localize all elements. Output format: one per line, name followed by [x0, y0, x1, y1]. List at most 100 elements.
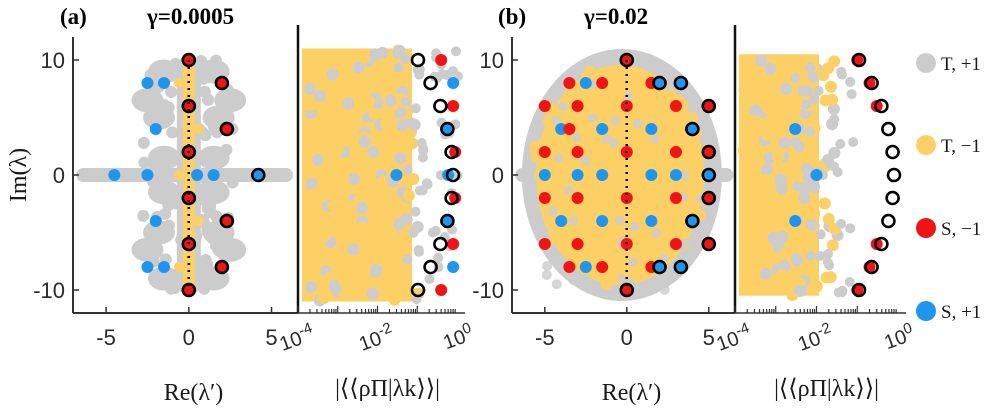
panel-a-gray-dot-65: [197, 72, 210, 85]
panel-b-mag-dot-71: [743, 199, 756, 212]
panel-a-mag-dot-119: [314, 90, 327, 103]
panel-a-mag-dot-93: [327, 199, 340, 212]
panel-b-yellow-dot-0: [633, 265, 646, 278]
panel-b-mag-dot-57: [761, 102, 774, 115]
panel-a-gray-dot-15: [212, 244, 225, 257]
panel-a-mag-dot-69: [303, 99, 316, 112]
panel-a-mag-ring: [423, 75, 438, 91]
panel-b-label: (b): [498, 4, 526, 29]
legend-label-T-plus: T, +1: [941, 54, 981, 75]
panel-b-mag-gray-dot-28: [823, 248, 834, 259]
panel-a-mag-dot-0: [386, 231, 399, 244]
panel-a-ringed-point: [250, 167, 266, 183]
panel-a-mag-gray-dot-31: [410, 206, 421, 217]
panel-a-mag-gray-dot-38: [437, 69, 448, 80]
panel-a-s-plus-point: [149, 123, 162, 135]
panel-a-mag-gray-dot-46: [427, 227, 438, 238]
panel-a-mag-dot-114: [358, 135, 371, 148]
panel-a-gray-cloud-12: [131, 88, 164, 113]
panel-a-mag-dot-94: [347, 243, 360, 256]
panel-a-s-plus-point: [207, 169, 220, 181]
panel-b-s-minus-point: [538, 192, 551, 204]
panel-a-mag-dot-110: [402, 189, 415, 202]
panel-a-y-tick-label: -10: [33, 278, 65, 303]
panel-b-mag-dot-7: [765, 220, 778, 233]
panel-a-gray-dot-68: [199, 182, 212, 195]
panel-b-mag-gray-dot-24: [791, 180, 802, 191]
panel-b-s-minus-point: [669, 192, 682, 204]
panel-b-gray-dot-2: [547, 206, 558, 217]
panel-a-mag-dot-71: [310, 187, 323, 200]
panel-b-ringed-point: [652, 75, 667, 91]
panel-a-ringed-point: [214, 75, 230, 91]
panel-b-mag-gray-dot-37: [802, 86, 813, 97]
panel-b-s-minus-point: [571, 146, 584, 158]
panel-b-gray-dot-9: [542, 260, 553, 271]
panel-b-yellow-dot-34: [600, 277, 613, 290]
panel-a-gray-dot-84: [156, 175, 169, 188]
panel-a-mag-gray-dot-34: [413, 244, 424, 255]
panel-a-mag-gray-dot-16: [408, 227, 419, 238]
panel-b-mag-dot-54: [790, 155, 803, 168]
panel-b-yellow-dot-54: [586, 92, 599, 105]
panel-b-s-minus-point: [563, 77, 576, 89]
panel-b-gray-dot-27: [629, 221, 640, 232]
panel-b-mag-dot-90: [774, 173, 787, 186]
panel-b-xlabel: Re(λ′): [602, 380, 662, 406]
panel-a-mag-s-minus-point: [435, 284, 448, 296]
panel-b-gray-dot-35: [601, 134, 612, 145]
panel-a-mag-tick-label: 10-2: [355, 319, 397, 356]
panel-a-gray-dot-37: [138, 156, 151, 169]
panel-b-mag-dot-52: [826, 239, 839, 252]
panel-a-yellow-notch-1: [193, 124, 204, 134]
panel-a-mag-s-minus-point: [435, 54, 448, 66]
panel-b-mag-dot-79: [822, 61, 835, 74]
panel-a-label: (a): [60, 4, 87, 29]
panel-b-mag-dot-93: [824, 80, 837, 93]
panel-b-gray-dot-39: [614, 215, 625, 226]
panel-b-gray-dot-17: [551, 115, 562, 126]
panel-b-x-tick-label: -5: [535, 325, 555, 350]
panel-a-mag-dot-79: [366, 287, 379, 300]
panel-a-mag-s-plus-point: [390, 169, 403, 181]
panel-b-mag-dot-86: [819, 94, 832, 107]
panel-b-yellow-dot-39: [545, 178, 558, 191]
panel-b-mag-ring: [874, 236, 889, 252]
panel-a-mag-dot-57: [304, 281, 317, 294]
panel-b-s-plus-point: [579, 77, 592, 89]
panel-a-mag-gray-dot-47: [418, 143, 429, 154]
panel-b-mag-dot-78: [764, 62, 777, 75]
panel-b-yellow-dot-49: [674, 229, 687, 242]
panel-b-s-minus-point: [669, 146, 682, 158]
panel-a-y-tick-label: 0: [53, 163, 65, 188]
panel-a-gray-dot-54: [165, 86, 178, 99]
panel-b-mag-ring: [874, 98, 889, 114]
panel-a-mag-gray-dot-39: [402, 164, 413, 175]
panel-b-gray-dot-13: [553, 153, 564, 164]
panel-b-mag-dot-67: [759, 267, 772, 280]
panel-a-mag-ring: [433, 98, 448, 114]
panel-b-gray-dot-16: [651, 227, 662, 238]
panel-b-mag-dot-100: [770, 91, 783, 104]
panel-b-yellow-dot-53: [685, 176, 698, 189]
panel-b-mag-dot-105: [749, 104, 762, 117]
panel-a-mag-dot-34: [373, 133, 386, 146]
panel-b-gray-dot-5: [649, 134, 660, 145]
panel-a-gray-dot-71: [159, 207, 172, 220]
panel-a-mag-ring: [445, 167, 461, 183]
panel-b-mag-ring: [851, 282, 867, 298]
panel-a-mag-gray-dot-24: [433, 252, 444, 263]
panel-b-mag-ring: [864, 75, 879, 91]
panel-a-mag-gray-dot-8: [410, 103, 421, 114]
panel-a-s-plus-point: [157, 261, 170, 273]
panel-a-gray-dot-69: [166, 126, 179, 139]
panel-b-ringed-point: [701, 167, 717, 183]
panel-a-mag-dot-75: [342, 97, 355, 110]
panel-a-yellow-notch-2: [173, 170, 184, 180]
panel-b-x-tick-label: 0: [621, 325, 633, 350]
panel-b-mag-gray-dot-8: [844, 276, 855, 287]
panel-a-mag-gray-dot-12: [406, 117, 417, 128]
panel-a-ringed-point: [219, 213, 235, 229]
panel-b-s-minus-point: [620, 238, 633, 250]
